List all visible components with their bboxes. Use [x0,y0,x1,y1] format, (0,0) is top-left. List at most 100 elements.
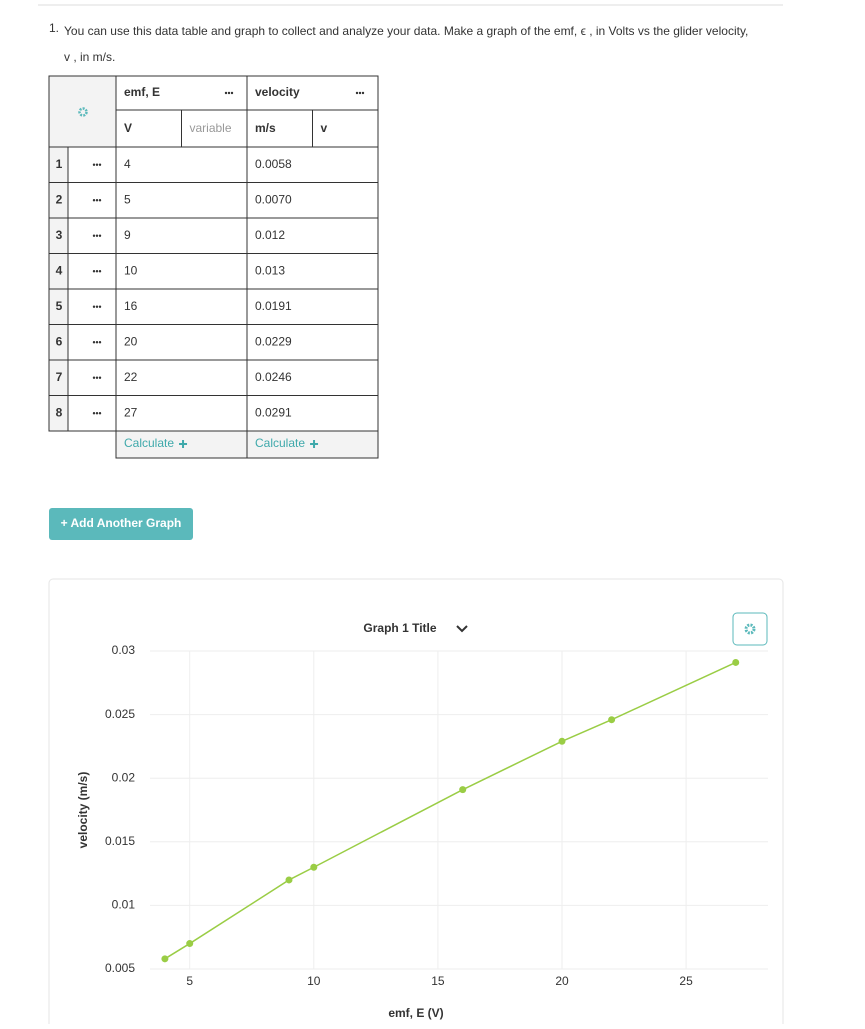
unit-cell [246,109,313,148]
data-point [459,786,467,794]
data-point [310,863,318,871]
question-text: v , in m/s. [64,50,115,64]
gear-icon[interactable] [744,623,756,635]
question-number: 1. [49,21,59,35]
menu-dot[interactable] [95,305,99,308]
calculate-button[interactable]: Calculate [255,436,305,450]
row-menu-cell [67,359,117,396]
menu-dot[interactable] [92,199,96,202]
data-cell [115,217,248,254]
data-cell [246,359,379,396]
x-axis-label: emf, E (V) [388,1006,443,1020]
data-cell [115,359,248,396]
data-cell [246,395,379,432]
menu-dot[interactable] [95,163,99,166]
row-menu-cell [67,182,117,219]
data-point [161,955,169,963]
menu-dot[interactable] [98,270,102,273]
menu-dot[interactable] [98,234,102,237]
y-tick-label: 0.005 [105,961,135,975]
row-number: 8 [56,405,63,419]
menu-dot[interactable] [95,412,99,415]
row-menu-cell [67,217,117,254]
graph-title[interactable]: Graph 1 Title [363,621,436,635]
menu-dot[interactable] [98,199,102,202]
menu-dot[interactable] [230,91,234,95]
menu-dot[interactable] [92,163,96,166]
menu-dot[interactable] [92,412,96,415]
x-tick-label: 10 [307,974,321,988]
data-point [285,876,293,884]
column-unit: V [124,121,132,135]
menu-dot[interactable] [224,91,228,95]
cell-value: 10 [124,263,138,277]
y-tick-label: 0.025 [105,707,135,721]
row-menu-cell [67,324,117,361]
column-name: velocity [255,85,300,99]
cell-value: 0.0229 [255,334,292,348]
y-tick-label: 0.03 [112,643,136,657]
data-cell [115,146,248,183]
menu-dot[interactable] [92,234,96,237]
graph-card [48,578,784,1029]
x-tick-label: 5 [186,974,193,988]
x-tick-label: 20 [555,974,569,988]
cell-value: 0.013 [255,263,285,277]
row-number: 4 [56,263,63,277]
menu-dot[interactable] [95,341,99,344]
menu-dot[interactable] [98,163,102,166]
menu-dot[interactable] [92,341,96,344]
menu-dot[interactable] [92,305,96,308]
data-cell [246,182,379,219]
menu-dot[interactable] [358,91,362,95]
menu-dot[interactable] [95,376,99,379]
cell-value: 5 [124,192,131,206]
header-cell [48,75,117,148]
data-cell [115,253,248,290]
data-cell [115,288,248,325]
title-chevron[interactable] [456,625,468,633]
cell-value: 0.0191 [255,299,292,313]
settings-button[interactable] [732,612,768,646]
row-number: 5 [56,299,63,313]
cell-value: 0.012 [255,228,285,242]
row-number: 6 [56,334,63,348]
menu-dot[interactable] [98,341,102,344]
data-cell [246,288,379,325]
cell-value: 0.0070 [255,192,292,206]
data-point [558,737,566,745]
add-graph-button[interactable] [49,508,193,540]
y-axis-label: velocity (m/s) [76,772,90,849]
gear-icon[interactable] [78,107,88,117]
data-cell [246,217,379,254]
cell-value: 4 [124,157,131,171]
menu-dot[interactable] [98,376,102,379]
menu-dot[interactable] [227,91,231,95]
column-variable: variable [190,121,232,135]
menu-dot[interactable] [98,305,102,308]
data-point [732,658,740,666]
row-menu-cell [67,395,117,432]
add-graph-label[interactable]: + Add Another Graph [61,516,182,530]
menu-dot[interactable] [92,376,96,379]
data-point [608,716,616,724]
column-name: emf, E [124,85,160,99]
cell-value: 0.0291 [255,405,292,419]
data-cell [246,146,379,183]
row-number: 7 [56,370,63,384]
calculate-button[interactable]: Calculate [124,436,174,450]
menu-dot[interactable] [98,412,102,415]
cell-value: 16 [124,299,138,313]
menu-dot[interactable] [95,234,99,237]
menu-dot[interactable] [92,270,96,273]
y-tick-label: 0.02 [112,770,136,784]
menu-dot[interactable] [355,91,359,95]
cell-value: 27 [124,405,138,419]
variable-cell [181,109,248,148]
row-menu-cell [67,146,117,183]
row-number: 1 [56,157,63,171]
menu-dot[interactable] [361,91,365,95]
menu-dot[interactable] [95,199,99,202]
menu-dot[interactable] [95,270,99,273]
